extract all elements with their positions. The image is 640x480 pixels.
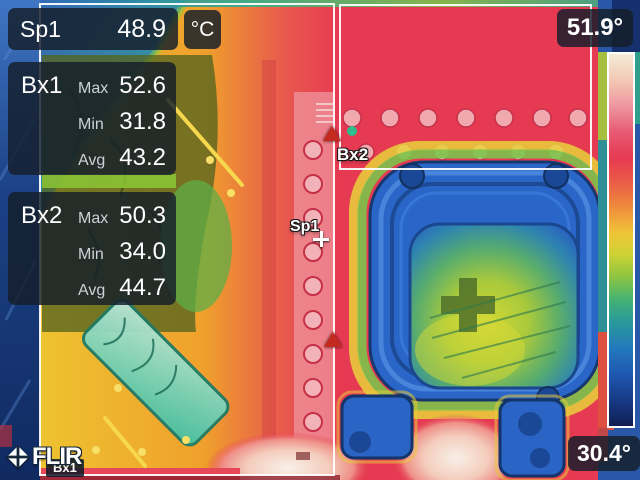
sp1-marker-label: Sp1 bbox=[290, 218, 320, 235]
mounting-tabs bbox=[336, 390, 570, 480]
scale-min-readout: 30.4° bbox=[568, 436, 640, 471]
flir-logo-text: FLIR bbox=[32, 443, 82, 470]
bx1-min-row: Min 31.8 bbox=[78, 105, 166, 141]
scale-max-readout: 51.9° bbox=[557, 9, 633, 47]
bx1-hotspot-marker-icon bbox=[324, 332, 342, 347]
min-value: 34.0 bbox=[119, 238, 166, 265]
bx2-avg-row: Avg 44.7 bbox=[78, 271, 166, 307]
pcb-components bbox=[81, 98, 244, 468]
active-box-chip: Bx1 bbox=[46, 459, 84, 477]
unit-label: °C bbox=[190, 17, 215, 41]
cool-dot bbox=[347, 126, 357, 136]
avg-label: Avg bbox=[78, 152, 106, 169]
flir-diamond-icon bbox=[6, 445, 30, 469]
bx2-hotspot-marker-icon bbox=[323, 126, 341, 141]
avg-value: 44.7 bbox=[119, 274, 166, 301]
sp1-readout-panel: Sp1 48.9 bbox=[8, 8, 178, 50]
capacitor bbox=[349, 141, 619, 419]
color-scale[interactable] bbox=[607, 52, 635, 428]
flir-watermark: FLIR bbox=[6, 443, 82, 471]
bx1-stats-panel: Bx1 Max 52.6 Min 31.8 Avg 43.2 bbox=[8, 62, 176, 175]
avg-label: Avg bbox=[78, 282, 106, 299]
sp1-value: 48.9 bbox=[117, 15, 166, 43]
max-value: 52.6 bbox=[119, 72, 166, 99]
bx2-name: Bx2 bbox=[21, 202, 63, 229]
unit-box: °C bbox=[184, 10, 221, 49]
bx2-box-tag: Bx2 bbox=[337, 145, 369, 164]
bx1-max-row: Max 52.6 bbox=[78, 69, 166, 105]
max-label: Max bbox=[78, 210, 109, 227]
solder-pad-column bbox=[262, 60, 334, 480]
max-value: 50.3 bbox=[119, 202, 166, 229]
avg-value: 43.2 bbox=[119, 144, 166, 171]
bx1-avg-row: Avg 43.2 bbox=[78, 141, 166, 177]
max-label: Max bbox=[78, 80, 109, 97]
bx2-min-row: Min 34.0 bbox=[78, 235, 166, 271]
bx1-name: Bx1 bbox=[21, 72, 63, 99]
sp1-name: Sp1 bbox=[20, 16, 61, 42]
sp1-crosshair-icon[interactable] bbox=[313, 231, 329, 247]
bx2-measure-box[interactable] bbox=[339, 4, 592, 170]
capacitor-vent-mark bbox=[441, 278, 495, 332]
bx2-stats-panel: Bx2 Max 50.3 Min 34.0 Avg 44.7 bbox=[8, 192, 176, 305]
cool-wedge bbox=[40, 0, 186, 218]
min-value: 31.8 bbox=[119, 108, 166, 135]
bx2-max-row: Max 50.3 bbox=[78, 199, 166, 235]
min-label: Min bbox=[78, 116, 104, 133]
min-label: Min bbox=[78, 246, 104, 263]
